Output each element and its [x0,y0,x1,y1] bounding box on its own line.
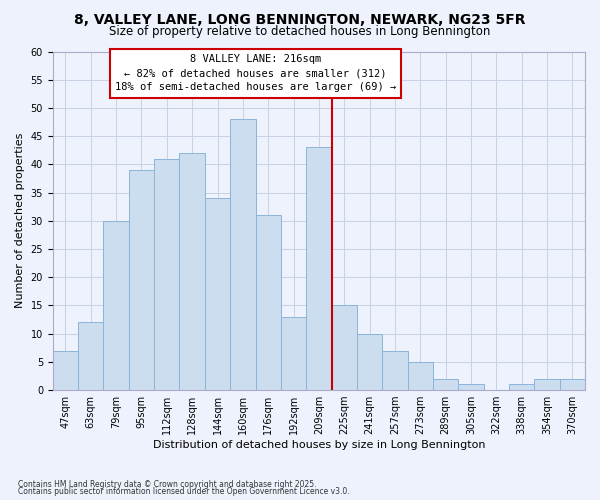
X-axis label: Distribution of detached houses by size in Long Bennington: Distribution of detached houses by size … [152,440,485,450]
Bar [179,153,205,390]
Bar [433,379,458,390]
Text: 8, VALLEY LANE, LONG BENNINGTON, NEWARK, NG23 5FR: 8, VALLEY LANE, LONG BENNINGTON, NEWARK,… [74,12,526,26]
Text: Contains public sector information licensed under the Open Government Licence v3: Contains public sector information licen… [18,487,350,496]
Text: Size of property relative to detached houses in Long Bennington: Size of property relative to detached ho… [109,25,491,38]
Bar [154,158,179,390]
Bar [357,334,382,390]
Y-axis label: Number of detached properties: Number of detached properties [15,133,25,308]
Bar [535,379,560,390]
Bar [306,148,332,390]
Bar [205,198,230,390]
Bar [382,350,407,390]
Bar [407,362,433,390]
Bar [281,316,306,390]
Bar [129,170,154,390]
Text: 8 VALLEY LANE: 216sqm
← 82% of detached houses are smaller (312)
18% of semi-det: 8 VALLEY LANE: 216sqm ← 82% of detached … [115,54,396,92]
Bar [256,215,281,390]
Bar [458,384,484,390]
Bar [230,119,256,390]
Bar [560,379,585,390]
Bar [509,384,535,390]
Bar [103,221,129,390]
Bar [332,306,357,390]
Bar [53,350,78,390]
Text: Contains HM Land Registry data © Crown copyright and database right 2025.: Contains HM Land Registry data © Crown c… [18,480,317,489]
Bar [78,322,103,390]
